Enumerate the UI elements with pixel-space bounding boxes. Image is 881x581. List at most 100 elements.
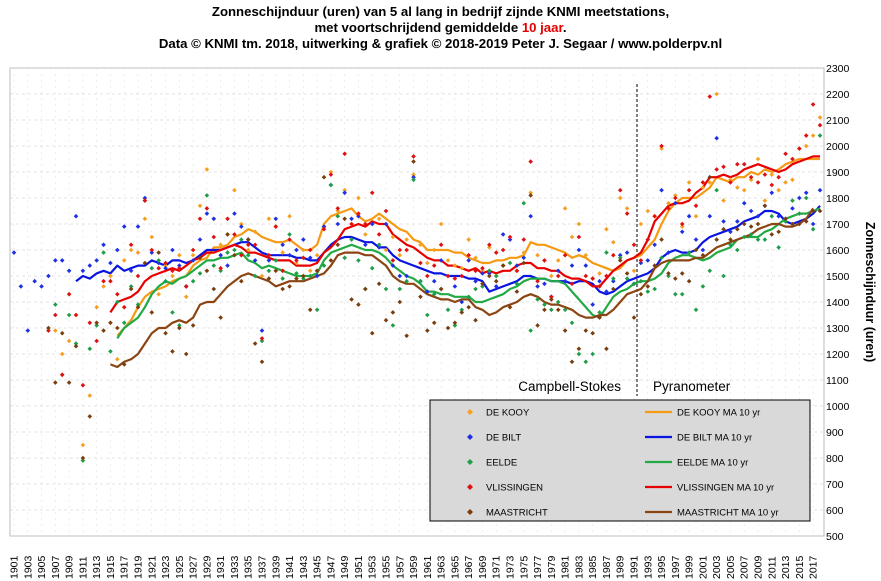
de-kooy-point [266,216,272,222]
x-tick-label: 1993 [642,555,654,579]
de-bilt-point [266,258,272,263]
de-bilt-point [528,213,533,219]
maastricht-point [87,414,93,419]
de-bilt-point [73,213,79,219]
maastricht-point [108,320,113,326]
de-kooy-point [528,190,533,196]
de-bilt-point [542,281,547,287]
x-tick-label: 1983 [573,555,585,579]
vlissingen-point [438,242,444,248]
eelde-point [232,247,237,253]
eelde-point [66,312,72,318]
vlissingen-point [170,268,175,274]
de-bilt-point [507,237,513,242]
maastricht-ma-line [110,207,815,369]
eelde-point [790,198,795,203]
eelde-point [177,323,182,328]
maastricht-point [225,232,230,237]
de-kooy-ma-line [116,157,820,337]
vlissingen-point [590,276,595,281]
de-kooy-point [66,338,72,344]
vlissingen-point [59,372,65,378]
vlissingen-point [562,252,568,258]
eelde-point [638,278,644,284]
eelde-point [445,307,451,313]
eelde-point [700,284,706,289]
eelde-point [411,177,416,183]
de-bilt-point [555,268,561,274]
vlissingen-point [73,312,79,318]
de-kooy-point [762,198,768,203]
de-bilt-point [273,216,279,222]
eelde-point [459,307,465,313]
vlissingen-point [776,174,781,180]
y-tick-label: 700 [826,479,844,491]
vlissingen-point [177,265,182,271]
eelde-point [252,273,258,279]
x-tick-label: 1911 [77,556,89,579]
vlissingen-point [259,336,265,341]
eelde-point [721,273,726,279]
maastricht-point [239,278,244,284]
vlissingen-point [617,187,623,193]
vlissingen-point [245,242,251,248]
de-kooy-point [177,252,182,258]
de-bilt-point [149,250,155,255]
eelde-point [245,252,251,258]
de-bilt-point [170,247,175,253]
x-tick-label: 1961 [422,555,434,579]
vlissingen-point [480,265,485,271]
maastricht-point [535,323,540,328]
vlissingen-point [411,154,416,159]
y-tick-label: 1300 [826,323,850,335]
maastricht-point [197,255,203,261]
de-kooy-point [583,252,589,258]
de-kooy-point [604,226,609,232]
vlissingen-point [452,276,458,281]
de-bilt-point [87,263,93,268]
eelde-point [624,276,630,281]
maastricht-point [349,297,354,302]
de-kooy-point [121,258,127,263]
maastricht-point [342,216,347,222]
maastricht-point [438,286,444,292]
vlissingen-point [183,284,189,289]
eelde-point [583,359,589,365]
vlissingen-point [266,252,272,258]
de-kooy-point [576,221,582,227]
maastricht-point [797,221,802,227]
eelde-point [369,265,375,271]
maastricht-point [363,286,368,292]
de-kooy-point [645,208,651,214]
maastricht-point [135,304,141,310]
maastricht-point [321,174,327,180]
eelde-point [149,265,155,271]
vlissingen-point [307,247,313,253]
de-kooy-point [390,234,396,240]
x-tick-label: 2005 [725,555,737,579]
de-bilt-point [790,206,795,211]
de-kooy-point [425,260,430,266]
eelde-point [328,182,334,188]
maastricht-point [693,247,699,253]
vlissingen-point [666,206,671,211]
eelde-point [728,242,733,248]
de-kooy-point [679,224,685,229]
maastricht-point [783,216,788,222]
maastricht-point [266,276,272,281]
de-kooy-point [383,247,389,253]
de-bilt-point [652,242,657,248]
vlissingen-point [797,146,802,151]
maastricht-point [666,271,671,276]
maastricht-point [115,325,120,331]
eelde-point [197,271,203,276]
de-bilt-point [741,200,747,206]
x-tick-label: 1957 [394,555,406,579]
vlissingen-point [652,213,657,219]
eelde-point [576,351,582,357]
eelde-point [480,284,485,289]
de-bilt-point [452,284,458,289]
y-tick-label: 1000 [826,401,850,413]
maastricht-point [576,346,582,352]
